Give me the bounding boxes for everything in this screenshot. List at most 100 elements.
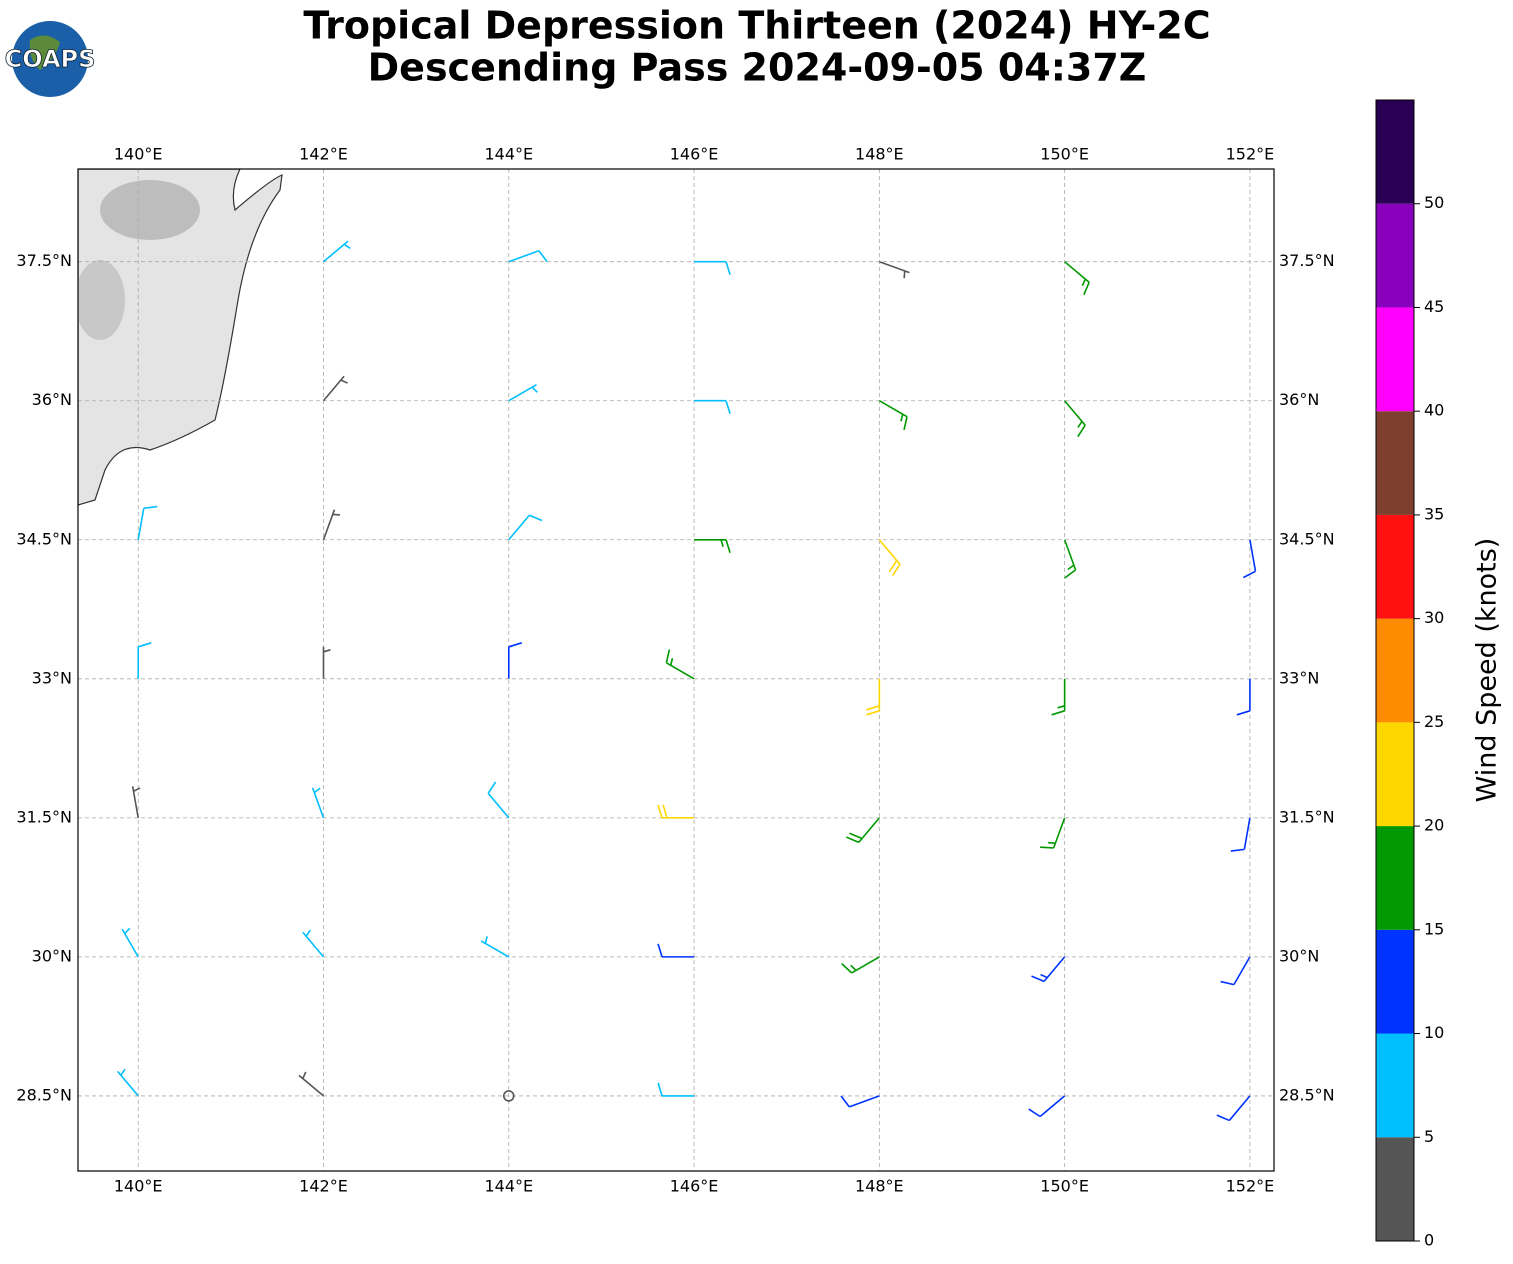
wind-barb: [322, 375, 348, 402]
map-frame: [77, 168, 1275, 1172]
wind-barb: [1031, 956, 1066, 983]
wind-barb: [131, 786, 141, 818]
wind-barb: [302, 929, 325, 958]
logo-text: COAPS: [5, 45, 96, 73]
wind-barb: [117, 1068, 139, 1097]
wind-barb: [879, 260, 910, 279]
wind-barb: [657, 1082, 695, 1097]
y-tick-label: 37.5°N: [16, 251, 72, 270]
x-tick-label: 142°E: [299, 1177, 348, 1196]
wind-barb: [1230, 817, 1251, 852]
wind-barb: [322, 240, 351, 263]
wind-barb: [311, 787, 325, 819]
colorbar-segment: [1376, 307, 1414, 412]
wind-barb: [840, 1095, 880, 1108]
wind-barb: [480, 936, 510, 958]
x-tick-label: 150°E: [1040, 145, 1089, 164]
colorbar-tick-label: 0: [1424, 1231, 1434, 1250]
wind-barb: [1063, 539, 1077, 579]
colorbar-tick-label: 40: [1424, 401, 1444, 420]
x-tick-label: 152°E: [1226, 145, 1275, 164]
logo-land: [29, 35, 60, 70]
wind-barb: [845, 817, 880, 844]
y-tick-label: 30°N: [32, 946, 72, 965]
y-tick-label: 33°N: [1279, 668, 1319, 687]
x-tick-label: 144°E: [484, 145, 533, 164]
colorbar-tick-label: 45: [1424, 297, 1444, 316]
colorbar-segment: [1376, 618, 1414, 723]
colorbar-tick-label: 20: [1424, 816, 1444, 835]
y-tick-label: 34.5°N: [1279, 529, 1335, 548]
x-tick-label: 146°E: [670, 1177, 719, 1196]
wind-barb: [322, 646, 331, 679]
wind-barb: [657, 804, 695, 819]
wind-barb: [1216, 1095, 1251, 1122]
colorbar-segment: [1376, 411, 1414, 515]
wind-barb: [1064, 400, 1086, 438]
y-tick-label: 28.5°N: [1279, 1085, 1335, 1104]
colorbar-tick-label: 35: [1424, 504, 1444, 523]
wind-barb: [878, 400, 908, 431]
wind-barb: [694, 260, 731, 275]
wind-barb: [1051, 678, 1066, 716]
y-tick-label: 36°N: [32, 390, 72, 409]
wind-barb: [657, 943, 695, 958]
colorbar-segment: [1376, 100, 1414, 204]
colorbar-tick-label: 15: [1424, 919, 1444, 938]
wind-barb: [298, 1071, 325, 1097]
wind-barb: [137, 642, 152, 679]
chart-title: Descending Pass 2024-09-05 04:37Z: [368, 46, 1147, 90]
barbs: [117, 240, 1257, 1122]
wind-barb: [507, 642, 523, 679]
colorbar-tick-label: 50: [1424, 193, 1444, 212]
x-tick-label: 142°E: [299, 145, 348, 164]
calm-barb: [502, 1090, 515, 1102]
x-tick-label: 148°E: [855, 145, 904, 164]
wind-barb: [694, 399, 731, 414]
logo: COAPS: [4, 21, 96, 97]
wind-barb: [841, 956, 880, 974]
colorbar-label: Wind Speed (knots): [1472, 538, 1503, 803]
wind-barb: [1220, 956, 1251, 986]
wind-barb: [1064, 261, 1090, 296]
colorbar-segment: [1376, 514, 1414, 619]
terrain: [100, 180, 200, 240]
y-tick-label: 31.5°N: [1279, 807, 1335, 826]
colorbar-segment: [1376, 826, 1414, 930]
wind-barb: [878, 539, 901, 577]
x-tick-label: 140°E: [114, 1177, 163, 1196]
wind-barb: [487, 781, 510, 819]
wind-barb: [121, 927, 139, 958]
wind-barb: [508, 249, 548, 263]
wind-barb: [694, 538, 731, 554]
wind-barb: [137, 505, 158, 540]
y-tick-label: 31.5°N: [16, 807, 72, 826]
colorbar: 0 5 10 15 20 25 30 35 40 45 50: [1375, 99, 1444, 1250]
x-tick-label: 152°E: [1226, 1177, 1275, 1196]
colorbar-segment: [1376, 203, 1414, 308]
wind-barb: [322, 509, 341, 541]
x-tick-label: 150°E: [1040, 1177, 1089, 1196]
wind-barb: [866, 678, 881, 716]
x-tick-label: 148°E: [855, 1177, 904, 1196]
wind-barb: [665, 649, 695, 680]
y-tick-label: 30°N: [1279, 946, 1319, 965]
x-tick-label: 144°E: [484, 1177, 533, 1196]
wind-barb: [508, 514, 543, 541]
wind-barb: [1040, 817, 1066, 849]
wind-barb: [1236, 678, 1251, 716]
colorbar-segment: [1376, 1137, 1414, 1241]
wind-barb: [1028, 1095, 1066, 1118]
colorbar-tick-label: 25: [1424, 712, 1444, 731]
colorbar-segment: [1376, 929, 1414, 1034]
y-tick-label: 34.5°N: [16, 529, 72, 548]
y-tick-label: 37.5°N: [1279, 251, 1335, 270]
colorbar-tick-label: 5: [1424, 1127, 1434, 1146]
colorbar-tick-label: 30: [1424, 608, 1444, 627]
colorbar-segment: [1376, 722, 1414, 827]
colorbar-tick-label: 10: [1424, 1023, 1444, 1042]
wind-barb: [1242, 539, 1257, 579]
wind-barb: [508, 384, 538, 402]
